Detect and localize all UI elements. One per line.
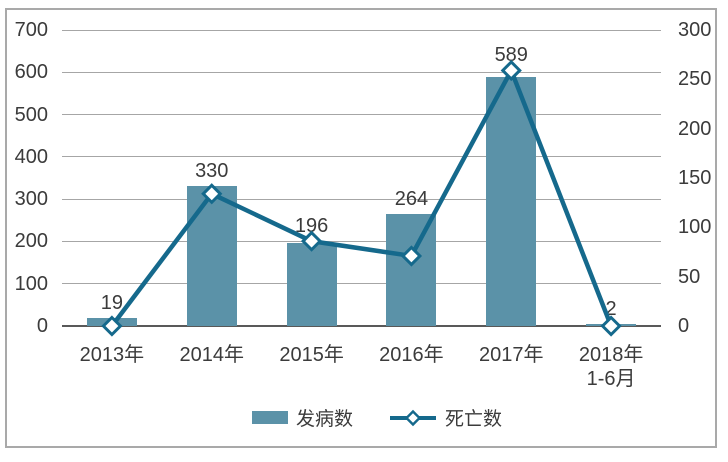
line-series-swatch: [389, 409, 437, 427]
left-axis-tick-label: 600: [14, 61, 48, 84]
x-axis-label-2013年: 2013年: [60, 343, 164, 367]
left-axis-tick-label: 400: [14, 145, 48, 168]
x-axis-label-line: 2016年: [379, 344, 444, 366]
bar-data-label-2016年: 264: [394, 188, 429, 211]
bar-2014年: [186, 186, 237, 326]
left-axis-tick-label: 500: [14, 103, 48, 126]
bar-data-label-2015年: 196: [294, 215, 329, 238]
bar-data-label-2018年: 2: [605, 298, 617, 320]
figure-border: [5, 8, 717, 448]
bar-2013年: [86, 317, 137, 326]
gridline: [62, 156, 661, 158]
gridline: [62, 71, 661, 73]
x-axis-label-line: 2018年: [578, 344, 644, 366]
x-axis-label-2015年: 2015年: [260, 343, 364, 367]
x-axis-label-2016年: 2016年: [359, 343, 463, 367]
right-axis-tick-label: 100: [678, 216, 712, 239]
gridline: [62, 240, 661, 242]
bar-data-label-2017年: 589: [494, 44, 528, 67]
legend-label-deaths: 死亡数: [445, 409, 503, 430]
x-axis-line: [62, 325, 661, 327]
x-axis-label-line: 2014年: [179, 344, 245, 366]
x-axis-label-line: 2017年: [479, 344, 544, 366]
x-axis-label-line: 2013年: [79, 344, 145, 366]
left-axis-tick-label: 200: [14, 230, 48, 253]
right-axis-tick-label: 0: [678, 315, 690, 337]
gridline: [62, 198, 661, 200]
bar-2018年: [586, 324, 637, 326]
left-axis-tick-label: 100: [14, 272, 48, 295]
right-axis-tick-label: 250: [678, 68, 712, 91]
gridline: [62, 114, 661, 116]
left-axis-tick-label: 300: [14, 188, 48, 211]
left-axis-tick-label: 0: [36, 315, 48, 337]
right-axis-tick-label: 300: [678, 19, 712, 41]
legend-item-incidence: 发病数: [251, 404, 353, 431]
legend-item-deaths: 死亡数: [389, 404, 502, 431]
x-axis-label-line: 2015年: [279, 344, 344, 366]
left-axis-tick-label: 700: [14, 19, 48, 41]
right-axis-tick-label: 50: [678, 265, 701, 288]
x-axis-label-line: 1-6月: [586, 368, 636, 390]
bar-2016年: [386, 214, 437, 326]
legend: 发病数 死亡数: [13, 404, 728, 431]
gridline: [62, 283, 661, 285]
gridline: [62, 29, 661, 31]
bar-2015年: [286, 243, 337, 326]
bar-data-label-2013年: 19: [100, 291, 124, 314]
bar-2017年: [486, 76, 537, 326]
right-axis-tick-label: 150: [678, 167, 712, 189]
bar-series-swatch: [251, 411, 288, 424]
legend-label-incidence: 发病数: [295, 409, 353, 430]
bar-data-label-2014年: 330: [195, 160, 229, 183]
x-axis-label-2014年: 2014年: [160, 343, 264, 367]
line-diamond-icon: [390, 409, 436, 426]
x-axis-label-2017年: 2017年: [459, 343, 563, 367]
right-axis-tick-label: 200: [678, 117, 712, 140]
x-axis-label-2018年: 2018年 1-6月: [559, 343, 663, 391]
